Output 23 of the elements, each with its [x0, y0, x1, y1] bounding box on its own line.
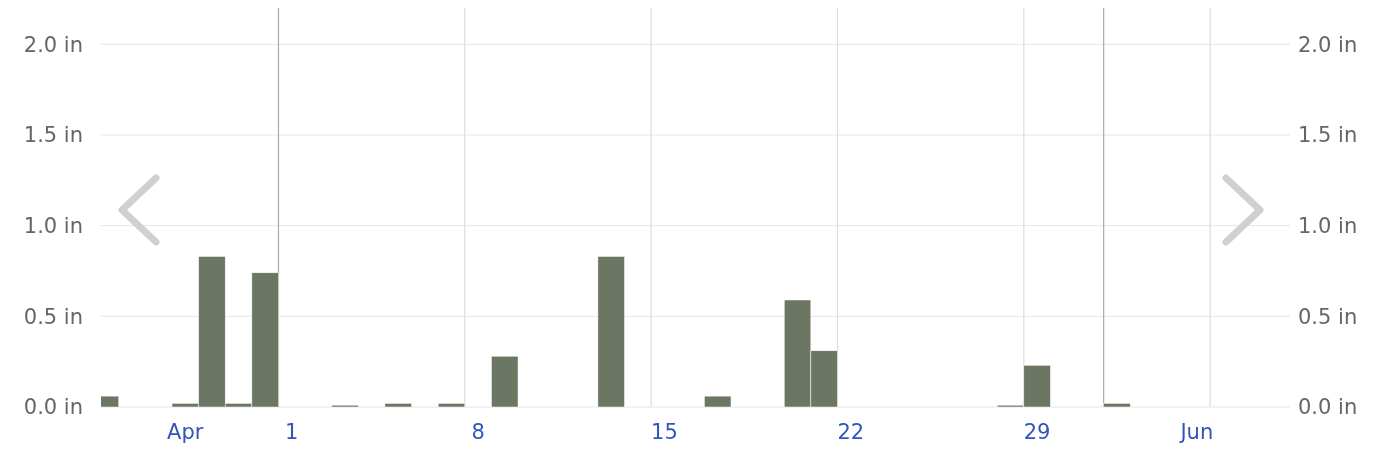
y-tick-label: 0.0 in — [23, 395, 83, 420]
y2-tick-label: 2.0 in — [1298, 32, 1358, 57]
x-tick-label: 8 — [471, 420, 485, 444]
y-tick-label: 1.5 in — [23, 123, 83, 148]
bar — [437, 403, 466, 407]
bar — [704, 395, 732, 407]
y2-tick-label: 1.5 in — [1298, 123, 1358, 148]
x-tick-label: Apr — [167, 420, 204, 444]
y2-tick-label: 0.0 in — [1298, 395, 1358, 420]
x-tick-label: 29 — [1023, 420, 1051, 444]
x-tick-label: 1 — [285, 420, 299, 444]
bar — [384, 403, 412, 407]
x-tick-label: 15 — [651, 420, 678, 444]
y2-tick-label: 0.5 in — [1298, 304, 1358, 329]
x-tick-label: Jun — [1178, 420, 1214, 444]
bar — [491, 355, 519, 407]
y2-tick-label: 1.0 in — [1298, 213, 1358, 238]
bar — [1103, 403, 1131, 407]
x-tick-label: 22 — [837, 420, 865, 444]
bar — [597, 256, 625, 407]
y-tick-label: 2.0 in — [23, 32, 83, 57]
y-tick-label: 0.5 in — [23, 304, 83, 329]
y-tick-label: 1.0 in — [23, 213, 83, 238]
